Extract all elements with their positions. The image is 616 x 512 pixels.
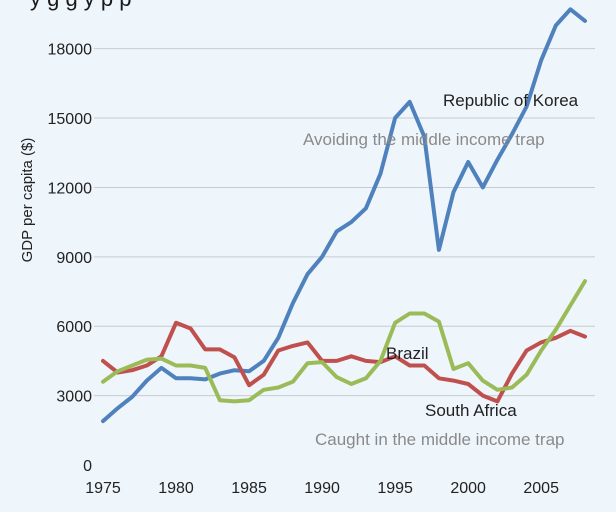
y-tick-labels: 0 3000 6000 9000 12000 15000 18000 [48,42,93,475]
x-tick-label: 1990 [304,480,340,497]
x-tick-labels: 1975 1980 1985 1990 1995 2000 2005 [85,480,559,497]
chart-title-fragment: y g g y p p [30,0,132,11]
y-tick-label: 12000 [48,180,93,197]
series-line-south-africa [101,279,587,404]
x-tick-label: 1980 [158,480,194,497]
label-brazil: Brazil [386,344,429,363]
y-tick-label: 0 [83,458,92,475]
x-tick-label: 2005 [523,480,559,497]
label-south-africa: South Africa [425,401,517,420]
y-tick-label: 18000 [48,42,93,59]
series-line-brazil [101,320,587,404]
x-tick-label: 1975 [85,480,121,497]
series-line-republic-of-korea [101,7,587,424]
x-tick-label: 1985 [231,480,267,497]
annotation-caught-trap: Caught in the middle income trap [315,430,564,449]
series-lines [101,7,587,424]
y-tick-label: 9000 [56,250,92,267]
label-republic-of-korea: Republic of Korea [443,91,579,110]
x-tick-label: 2000 [450,480,486,497]
y-tick-label: 3000 [56,389,92,406]
x-tick-label: 1995 [377,480,413,497]
y-tick-label: 15000 [48,111,93,128]
y-axis-title: GDP per capita ($) [19,138,36,263]
gridlines [94,48,595,397]
annotation-avoiding-trap: Avoiding the middle income trap [303,130,545,149]
y-tick-label: 6000 [56,319,92,336]
